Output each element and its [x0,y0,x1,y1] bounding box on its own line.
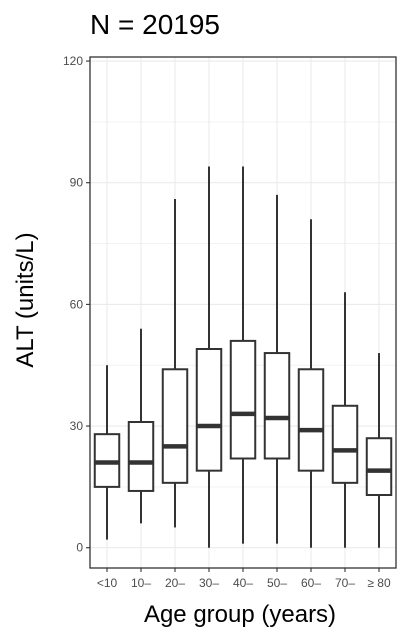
chart-title: N = 20195 [90,9,220,40]
x-tick-label: 50– [267,576,287,590]
box-iqr [331,404,359,484]
y-tick-label: 60 [70,297,84,311]
y-tick-label: 30 [70,419,84,433]
x-tick-label: 60– [301,576,321,590]
box-iqr [365,437,393,497]
x-tick-label: ≥ 80 [367,576,391,590]
x-axis-label: Age group (years) [144,601,336,628]
y-tick-label: 0 [76,541,83,555]
x-tick-label: 70– [335,576,355,590]
y-tick-label: 90 [70,176,84,190]
x-axis: <10 10– 20– 30– 40– 50– 60– 70– ≥ 80 [97,568,391,590]
y-axis: 0 30 60 90 120 [63,54,90,555]
y-tick-label: 120 [63,54,83,68]
box-3 [161,198,189,528]
x-tick-label: 40– [233,576,253,590]
y-axis-label: ALT (units/L) [12,232,39,367]
box-1 [93,365,121,540]
box-iqr [195,348,223,472]
box-6 [263,194,291,544]
box-series [93,166,393,548]
box-iqr [127,421,155,492]
x-tick-label: 10– [131,576,151,590]
box-9 [365,353,393,548]
box-8 [331,292,359,548]
box-iqr [229,339,257,460]
x-tick-label: <10 [97,576,118,590]
box-iqr [297,368,325,472]
box-iqr [161,368,189,484]
x-tick-label: 30– [199,576,219,590]
box-2 [127,328,155,524]
box-iqr [263,352,291,460]
box-7 [297,219,325,548]
box-5 [229,166,257,544]
box-4 [195,166,223,548]
x-tick-label: 20– [165,576,185,590]
